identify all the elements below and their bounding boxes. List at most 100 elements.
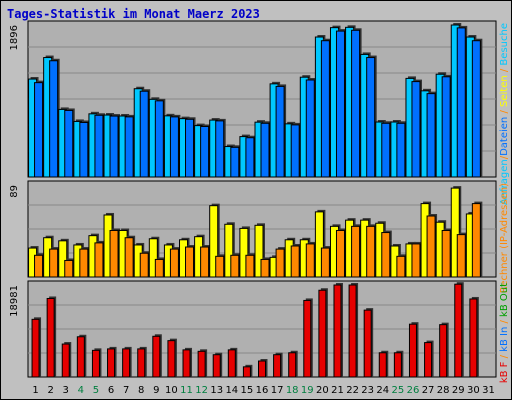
x-tick-label-23: 23 — [361, 385, 374, 396]
bar-dateien-day-9 — [154, 100, 164, 178]
x-tick-label-2: 2 — [47, 385, 53, 396]
y-axis-max-label: 18981 — [9, 285, 20, 317]
bar-seiten-day-13 — [209, 205, 219, 278]
x-tick-label-20: 20 — [316, 385, 329, 396]
bar-dateien-day-22 — [351, 29, 361, 178]
x-tick-label-1: 1 — [32, 385, 38, 396]
legend-entry: / — [499, 317, 510, 327]
bar-kb-f-day-23 — [363, 309, 372, 378]
x-tick-label-24: 24 — [376, 385, 389, 396]
bar-kb-f-day-21 — [333, 284, 342, 378]
x-tick-label-14: 14 — [225, 385, 238, 396]
bar-dateien-day-27 — [426, 93, 436, 178]
legend-entry: / — [499, 352, 510, 362]
bar-dateien-day-18 — [290, 124, 300, 178]
bar-kb-f-day-28 — [439, 324, 448, 378]
bar-rechner-day-7 — [124, 237, 134, 278]
bar-rechner-day-24 — [381, 232, 391, 278]
legend-middle: Rechner (IP-Adressen) — [499, 183, 510, 293]
x-tick-label-11: 11 — [180, 385, 193, 396]
bar-kb-f-day-11 — [182, 349, 191, 378]
x-tick-label-22: 22 — [346, 385, 359, 396]
bar-rechner-day-5 — [94, 242, 104, 278]
y-axis-max-label: 89 — [9, 185, 20, 198]
bar-rechner-day-30 — [471, 203, 481, 278]
bar-dateien-day-29 — [456, 27, 466, 178]
x-tick-label-13: 13 — [210, 385, 223, 396]
bar-dateien-day-11 — [185, 118, 195, 178]
bar-dateien-day-3 — [64, 109, 74, 178]
x-tick-label-16: 16 — [256, 385, 269, 396]
bar-rechner-day-6 — [109, 229, 119, 278]
bar-rechner-day-8 — [139, 252, 149, 278]
legend-entry: kB F — [499, 361, 510, 383]
x-tick-label-17: 17 — [271, 385, 284, 396]
bar-seiten-day-20 — [314, 211, 324, 278]
x-tick-label-9: 9 — [153, 385, 159, 396]
bar-kb-f-day-9 — [152, 335, 161, 378]
bar-kb-f-day-17 — [273, 354, 282, 378]
x-tick-label-26: 26 — [407, 385, 420, 396]
bar-kb-f-day-20 — [318, 289, 327, 378]
bar-rechner-day-15 — [245, 254, 255, 278]
bar-rechner-day-4 — [79, 248, 89, 278]
legend-entry: / — [499, 107, 510, 117]
bar-rechner-day-14 — [230, 254, 240, 278]
bar-rechner-day-21 — [335, 229, 345, 278]
bar-dateien-day-25 — [396, 122, 406, 178]
bar-rechner-day-25 — [396, 255, 406, 278]
bar-dateien-day-7 — [124, 116, 134, 178]
x-tick-label-7: 7 — [123, 385, 129, 396]
bar-kb-f-day-13 — [212, 354, 221, 378]
bar-dateien-day-21 — [335, 30, 345, 178]
bar-dateien-day-4 — [79, 121, 89, 178]
bar-kb-f-day-27 — [424, 342, 433, 378]
legend-entry: Besuche — [499, 23, 510, 66]
bar-rechner-day-18 — [290, 245, 300, 278]
x-tick-label-6: 6 — [108, 385, 114, 396]
x-tick-label-4: 4 — [78, 385, 84, 396]
chart-title: Tages-Statistik im Monat Maerz 2023 — [7, 7, 260, 21]
bar-kb-f-day-29 — [454, 283, 463, 378]
bar-kb-f-day-22 — [348, 284, 357, 378]
x-tick-label-27: 27 — [422, 385, 435, 396]
bar-dateien-day-26 — [411, 81, 421, 178]
y-axis-max-label: 1896 — [9, 25, 20, 50]
x-tick-label-29: 29 — [452, 385, 465, 396]
legend-entry: Dateien — [499, 117, 510, 156]
bar-kb-f-day-24 — [378, 352, 387, 378]
legend-entry: Seiten — [499, 75, 510, 107]
x-tick-label-31: 31 — [482, 385, 495, 396]
bar-seiten-day-14 — [224, 223, 234, 278]
bar-dateien-day-23 — [366, 57, 376, 178]
bar-rechner-day-9 — [154, 258, 164, 278]
bar-dateien-day-17 — [275, 85, 285, 178]
bar-kb-f-day-4 — [76, 336, 85, 378]
bar-dateien-day-2 — [49, 60, 59, 178]
legend-top: Anfragen/Dateien / Seiten / Besuche — [499, 23, 510, 205]
bar-rechner-day-1 — [34, 254, 44, 278]
bar-kb-f-day-1 — [31, 318, 40, 378]
bar-dateien-day-13 — [215, 120, 225, 178]
bar-dateien-day-5 — [94, 114, 104, 178]
bar-rechner-day-10 — [169, 248, 179, 278]
bar-rechner-day-19 — [305, 243, 315, 278]
bar-kb-f-day-25 — [393, 352, 402, 378]
bar-rechner-day-20 — [320, 247, 330, 278]
x-tick-label-3: 3 — [63, 385, 69, 396]
bar-rechner-day-28 — [441, 229, 451, 278]
bar-kb-f-day-19 — [303, 299, 312, 378]
bar-kb-f-day-8 — [137, 348, 146, 378]
x-tick-label-19: 19 — [301, 385, 314, 396]
x-tick-label-21: 21 — [331, 385, 344, 396]
bar-kb-f-day-7 — [122, 348, 131, 378]
bar-rechner-day-27 — [426, 215, 436, 278]
legend-entry: kB In — [499, 327, 510, 352]
bar-kb-f-day-15 — [242, 366, 251, 378]
x-tick-label-12: 12 — [195, 385, 208, 396]
bar-dateien-day-20 — [320, 40, 330, 178]
legend-bottom: kB F / kB In / kB Out — [499, 283, 510, 383]
bar-seiten-day-16 — [254, 224, 264, 278]
